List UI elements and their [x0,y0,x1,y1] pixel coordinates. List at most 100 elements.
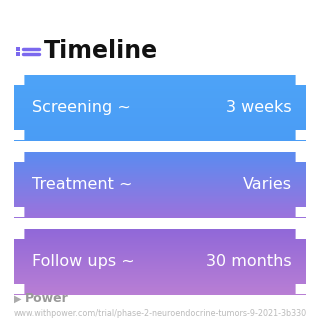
Bar [14,186,306,187]
Bar [14,177,306,178]
Bar [296,207,306,217]
Bar [14,258,306,260]
Bar [14,258,306,259]
Bar [14,116,306,117]
Bar [14,95,306,96]
Bar [14,270,306,271]
Bar [14,265,306,266]
Bar [14,181,306,182]
Bar [14,248,306,249]
Text: 30 months: 30 months [206,254,292,269]
Bar [14,203,306,204]
Bar [14,187,306,188]
Bar [14,287,306,288]
Bar [14,281,306,282]
Bar [14,238,306,239]
Bar [14,91,306,93]
Bar [14,245,306,246]
Bar [14,256,306,257]
Bar [14,236,306,238]
Bar [14,85,306,86]
Bar [14,205,306,207]
Bar [14,89,306,90]
Bar [14,202,306,203]
Bar [14,156,306,157]
Bar [14,256,306,257]
Bar [14,152,24,162]
Bar [14,118,306,119]
Bar [14,255,306,256]
Wedge shape [296,130,306,140]
Bar [14,284,306,285]
Bar [14,103,306,104]
Bar [14,263,306,264]
Bar [14,283,306,284]
Bar [14,271,306,272]
Bar [14,139,306,140]
Bar [14,191,306,192]
Bar [14,107,306,108]
Bar [14,119,306,120]
Bar [14,234,306,235]
Bar [14,170,306,172]
Bar [14,208,306,209]
Bar [14,159,306,160]
Bar [14,261,306,262]
Bar [14,248,306,249]
Bar [14,204,306,205]
Bar [14,87,306,89]
Bar [14,255,306,256]
Bar [14,105,306,106]
Bar [14,252,306,253]
Bar [14,201,306,202]
Bar [14,266,306,267]
Bar [14,267,306,268]
Bar [14,90,306,91]
Bar [14,124,306,125]
Bar [14,132,306,133]
Bar [14,174,306,175]
Bar [14,183,306,184]
Bar [14,127,306,129]
Bar [14,192,306,193]
Bar [14,265,306,266]
Bar [14,116,306,117]
Bar [14,104,306,105]
Bar [14,106,306,107]
Bar [14,111,306,112]
Bar [14,195,306,196]
Bar [14,75,306,76]
Bar [14,180,306,181]
Bar [14,124,306,125]
Bar [14,135,306,136]
Bar [14,175,306,176]
Bar [14,163,306,164]
Bar [14,102,306,103]
Bar [14,177,306,178]
Bar [14,77,306,78]
Bar [14,244,306,245]
Bar [14,87,306,88]
Bar [14,99,306,101]
Bar [296,152,306,162]
Bar [14,278,306,279]
Bar [14,168,306,169]
Bar [14,291,306,292]
Bar [14,129,306,131]
Bar [14,119,306,120]
Bar [14,80,306,81]
Bar [14,127,306,128]
Bar [14,207,306,208]
Bar [14,247,306,248]
Bar [14,159,306,160]
Bar [14,281,306,283]
Bar [14,184,306,185]
Bar [14,276,306,278]
Bar [14,198,306,199]
Bar [14,238,306,239]
Bar [14,287,306,288]
Bar [14,160,306,161]
Bar [14,229,306,230]
Bar [14,166,306,167]
Bar [14,155,306,156]
